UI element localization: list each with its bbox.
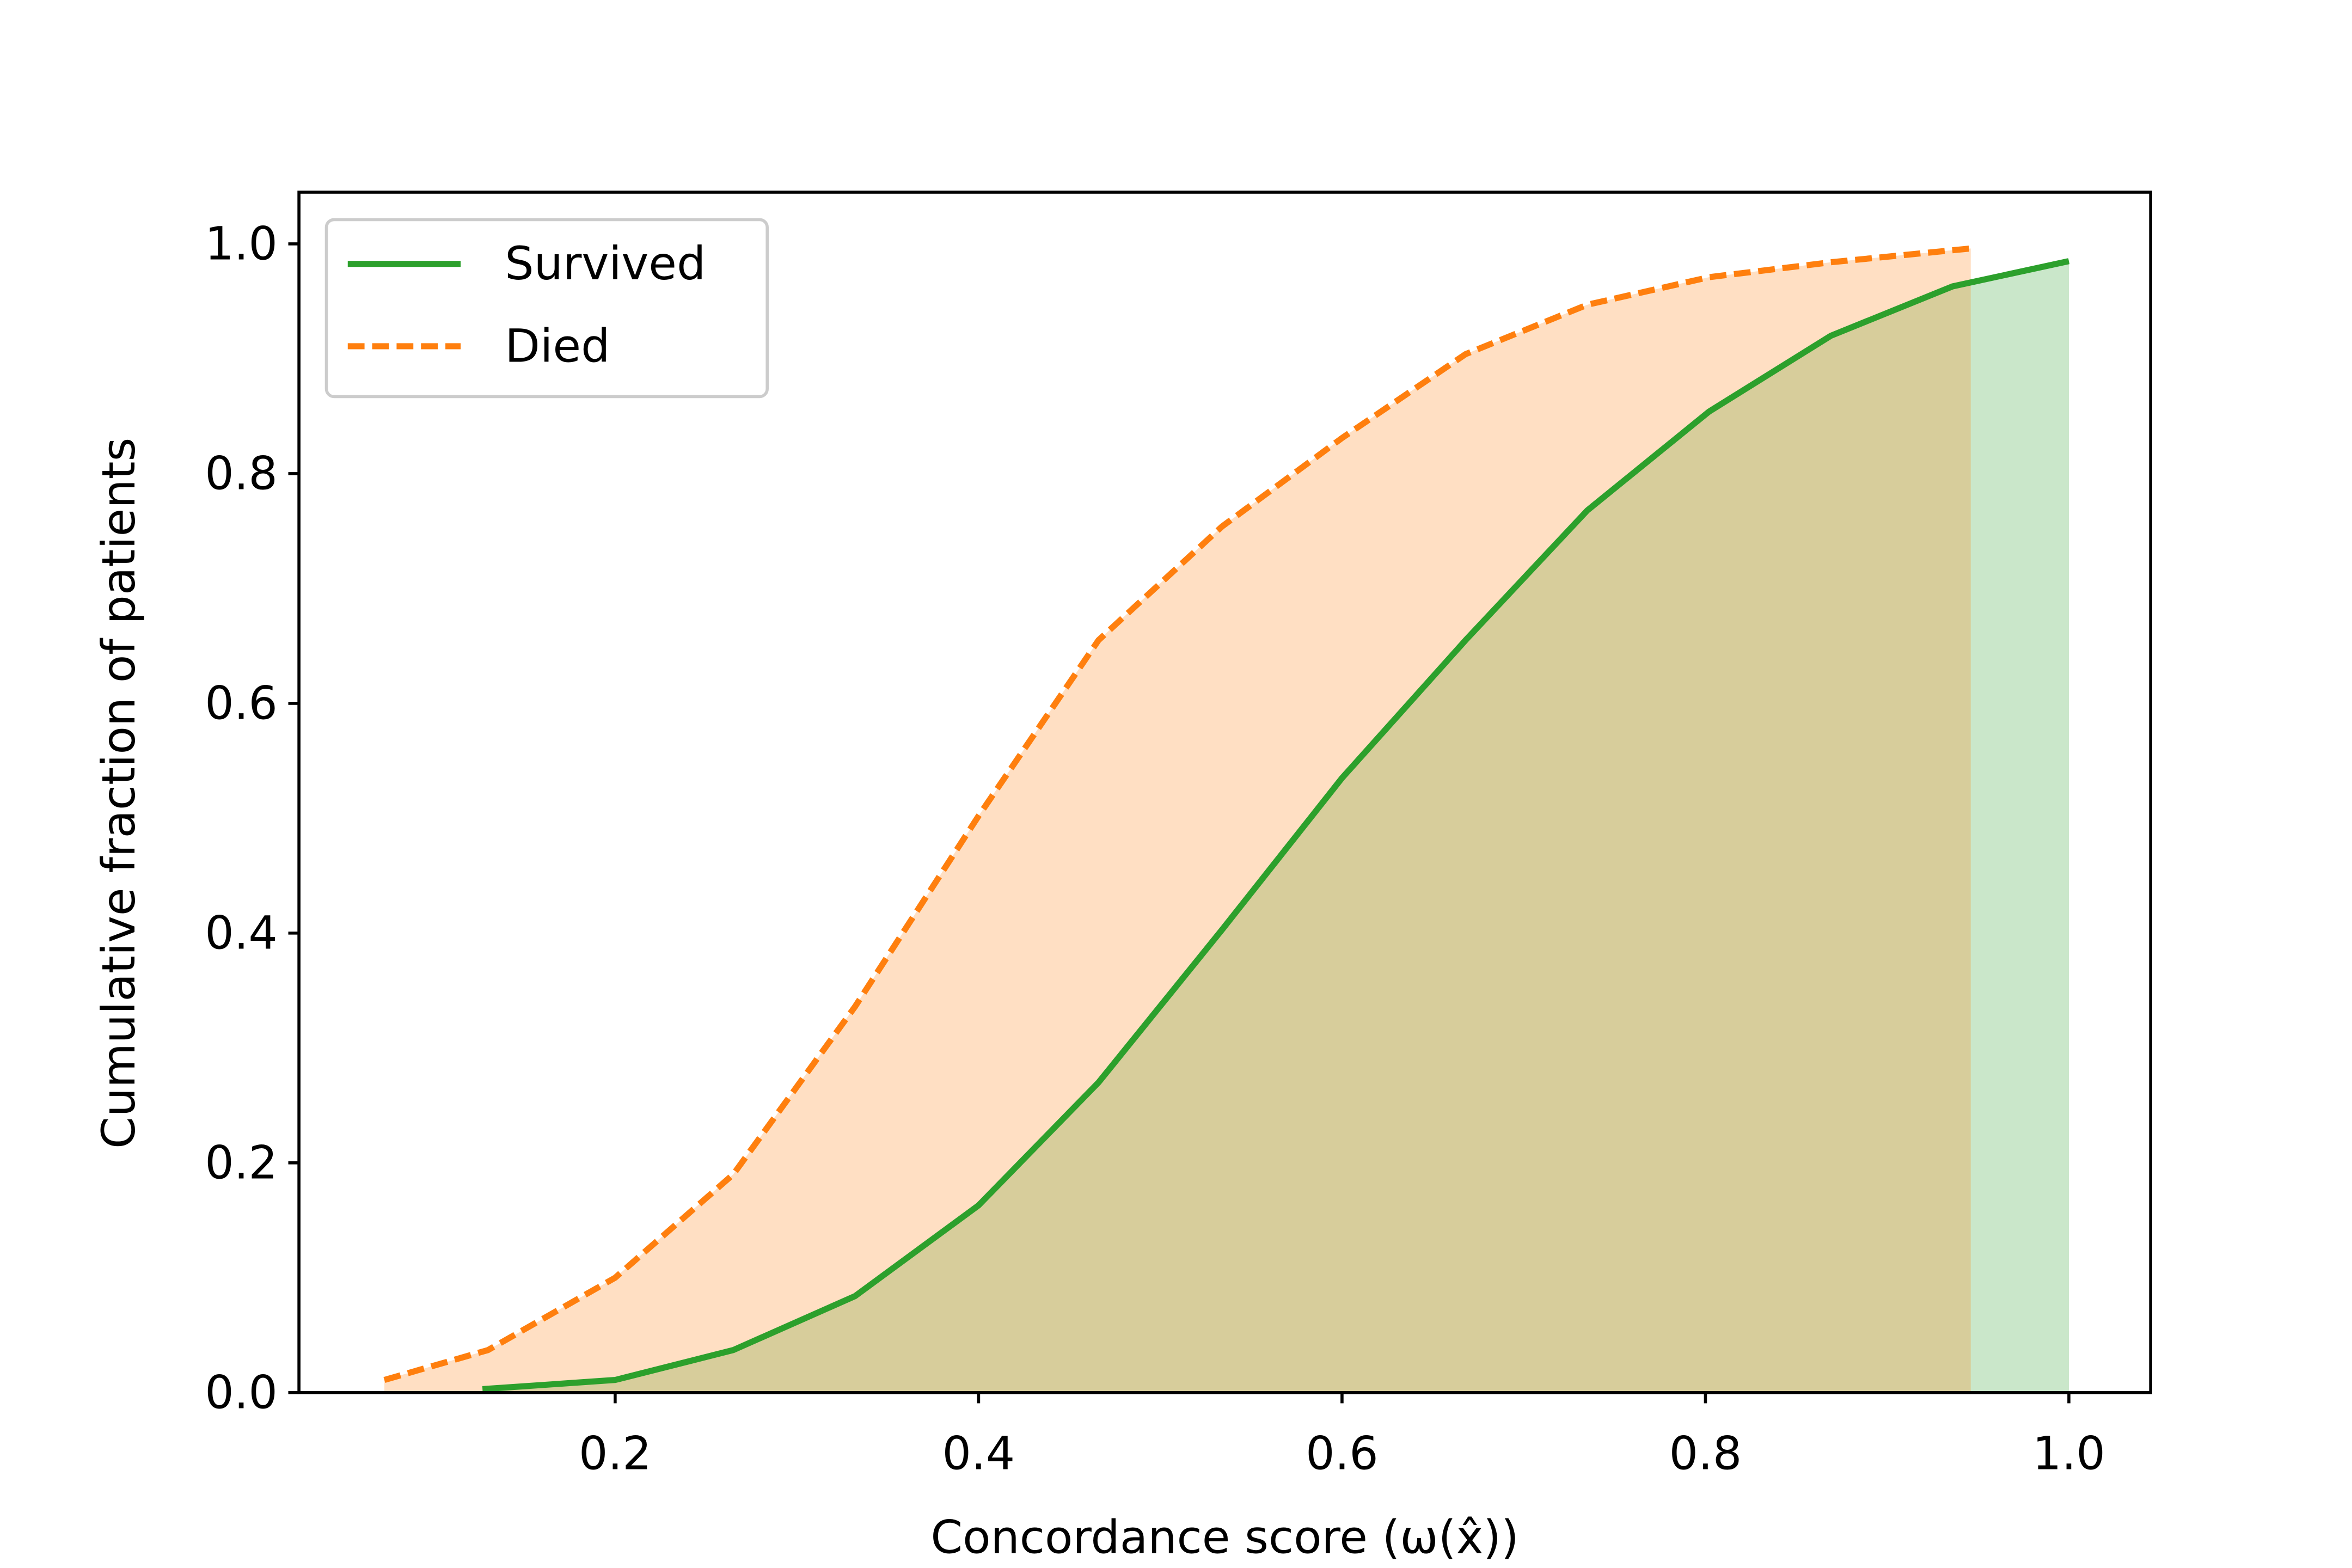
y-tick-label: 1.0 xyxy=(205,217,278,270)
y-tick-label: 0.4 xyxy=(205,906,278,959)
y-axis-label: Cumulative fraction of patients xyxy=(92,438,145,1149)
series-line xyxy=(482,258,2070,1393)
area-fill xyxy=(384,248,1971,1393)
fills xyxy=(384,248,2069,1393)
axes: 0.2 0.4 0.6 0.8 1.0 0.0 0.2 0.4 0.6 0.8 1.0 xyxy=(205,217,2105,1480)
legend: Survived Died xyxy=(324,218,769,399)
x-axis-label: Concordance score (ω(x̂)) xyxy=(930,1511,1518,1564)
legend-label: Died xyxy=(505,319,610,372)
x-tick-label: 0.6 xyxy=(1306,1426,1379,1480)
x-tick-label: 0.4 xyxy=(942,1426,1015,1480)
y-tick-label: 0.6 xyxy=(205,676,278,730)
plot-frame xyxy=(297,191,2152,1394)
y-tick-label: 0.0 xyxy=(205,1365,278,1419)
x-tick-label: 0.8 xyxy=(1669,1426,1742,1480)
area-fill xyxy=(482,261,2069,1393)
series-line xyxy=(383,245,1971,1383)
x-tick-label: 1.0 xyxy=(2032,1426,2105,1480)
y-tick-label: 0.8 xyxy=(205,446,278,500)
lines xyxy=(383,245,2070,1393)
legend-label: Survived xyxy=(505,237,706,290)
x-tick-label: 0.2 xyxy=(579,1426,652,1480)
y-tick-label: 0.2 xyxy=(205,1136,278,1189)
